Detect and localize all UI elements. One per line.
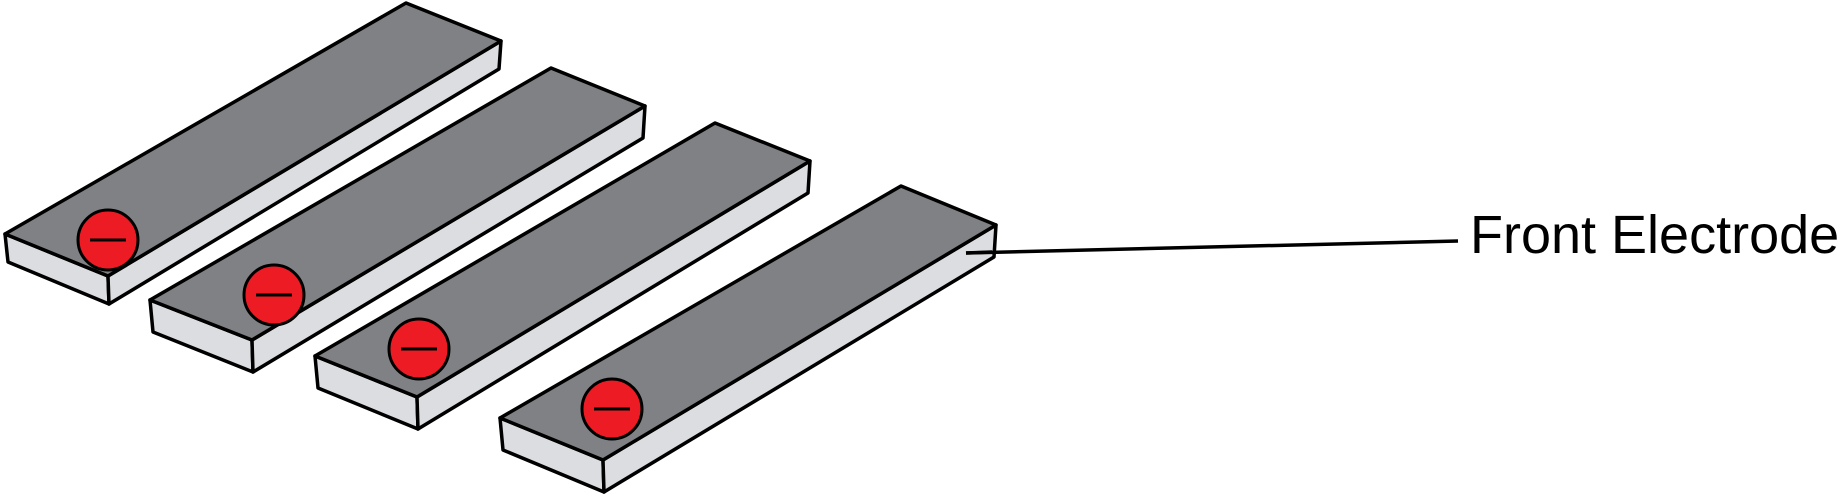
electrode-strips	[3, 1, 998, 494]
electrode-strip-2	[148, 66, 647, 374]
electrode-strip-4	[498, 184, 998, 494]
electrode-1-top-face	[3, 1, 503, 278]
front-electrode-leader-line	[965, 239, 1459, 255]
front-electrode-leader-tick	[965, 250, 993, 255]
front-electrode-label: Front Electrode	[1470, 205, 1839, 265]
electrode-strip-3	[313, 121, 812, 431]
electrode-strip-1	[3, 1, 503, 306]
